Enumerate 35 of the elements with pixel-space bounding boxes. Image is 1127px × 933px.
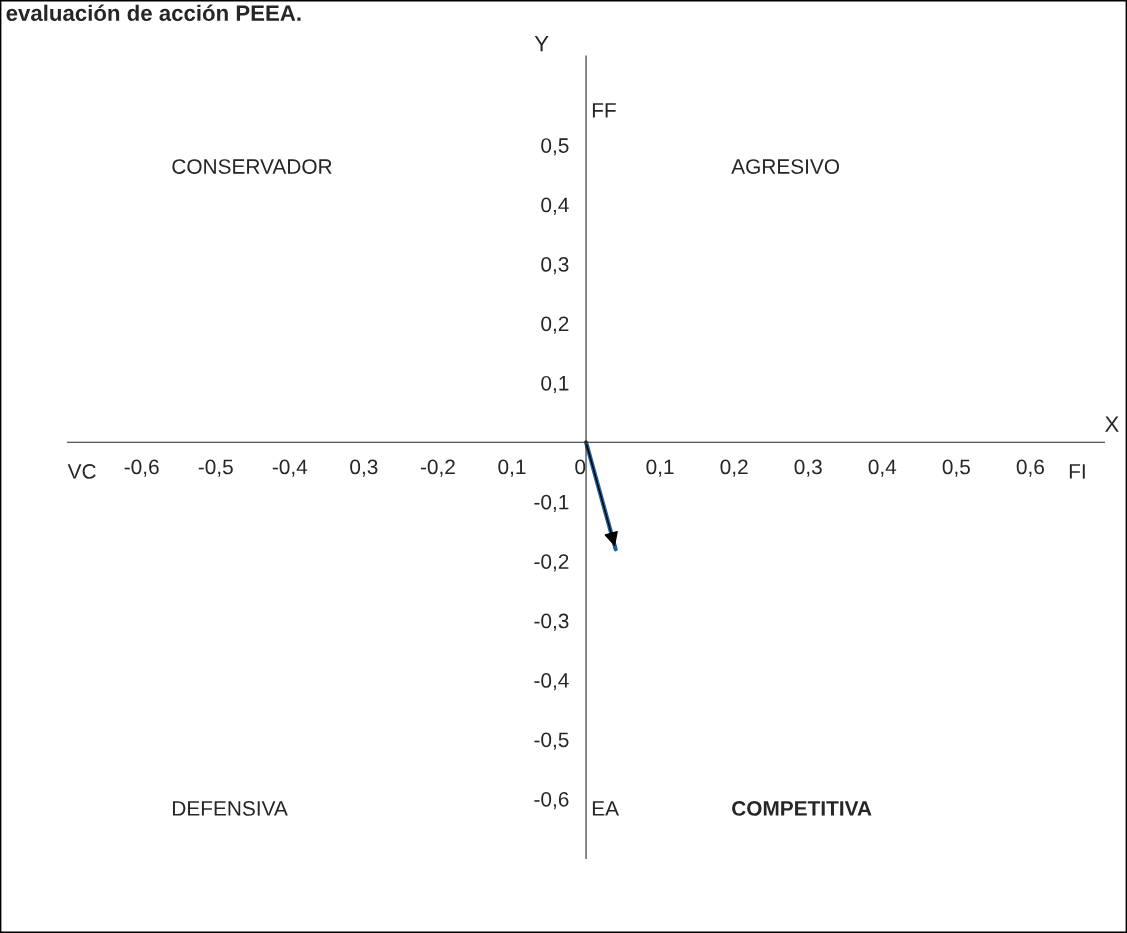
x-tick-label: -0,6 bbox=[124, 459, 159, 477]
x-tick-label: 0,4 bbox=[868, 459, 897, 477]
x-tick-label: 0 bbox=[575, 459, 586, 475]
annotation: FI bbox=[1069, 464, 1085, 479]
x-tick-label: 0,2 bbox=[720, 459, 748, 477]
y-tick-label: -0,2 bbox=[534, 554, 569, 572]
annotation: AGRESIVO bbox=[731, 159, 840, 174]
y-tick-label: -0,6 bbox=[534, 791, 569, 810]
x-tick-label: -0,4 bbox=[272, 459, 308, 477]
y-tick-label: 0,5 bbox=[541, 138, 569, 156]
x-tick-label: 0,3 bbox=[350, 459, 378, 477]
y-tick-label: -0,1 bbox=[534, 494, 569, 512]
annotation: EA bbox=[592, 801, 619, 816]
annotation: VC bbox=[67, 464, 96, 479]
x-tick-label: -0,2 bbox=[420, 459, 455, 477]
annotation: DEFENSIVA bbox=[173, 801, 288, 816]
annotation: CONSERVADOR bbox=[172, 159, 332, 174]
y-tick-label: 0,2 bbox=[541, 316, 569, 334]
x-tick-label: -0,5 bbox=[198, 459, 233, 477]
y-tick-label: 0,4 bbox=[541, 197, 569, 215]
y-tick-label: -0,3 bbox=[534, 613, 569, 631]
x-axis-title: X bbox=[1104, 416, 1119, 432]
x-tick-label: 0,3 bbox=[794, 459, 822, 477]
x-tick-label: 0,1 bbox=[498, 459, 526, 477]
y-tick-label: -0,5 bbox=[534, 732, 569, 750]
x-tick-label: 0,1 bbox=[646, 459, 674, 477]
annotation: FF bbox=[592, 103, 616, 118]
y-tick-label: 0,3 bbox=[541, 257, 569, 275]
y-tick-label: -0,4 bbox=[534, 673, 569, 691]
x-tick-label: 0,5 bbox=[942, 459, 970, 477]
y-tick-label: 0,1 bbox=[541, 375, 569, 394]
annotation: COMPETITIVA bbox=[732, 801, 872, 816]
x-tick-label: 0,6 bbox=[1016, 459, 1044, 477]
y-axis-title: Y bbox=[534, 36, 549, 52]
chart-title: evaluación de acción PEEA. bbox=[6, 4, 301, 21]
